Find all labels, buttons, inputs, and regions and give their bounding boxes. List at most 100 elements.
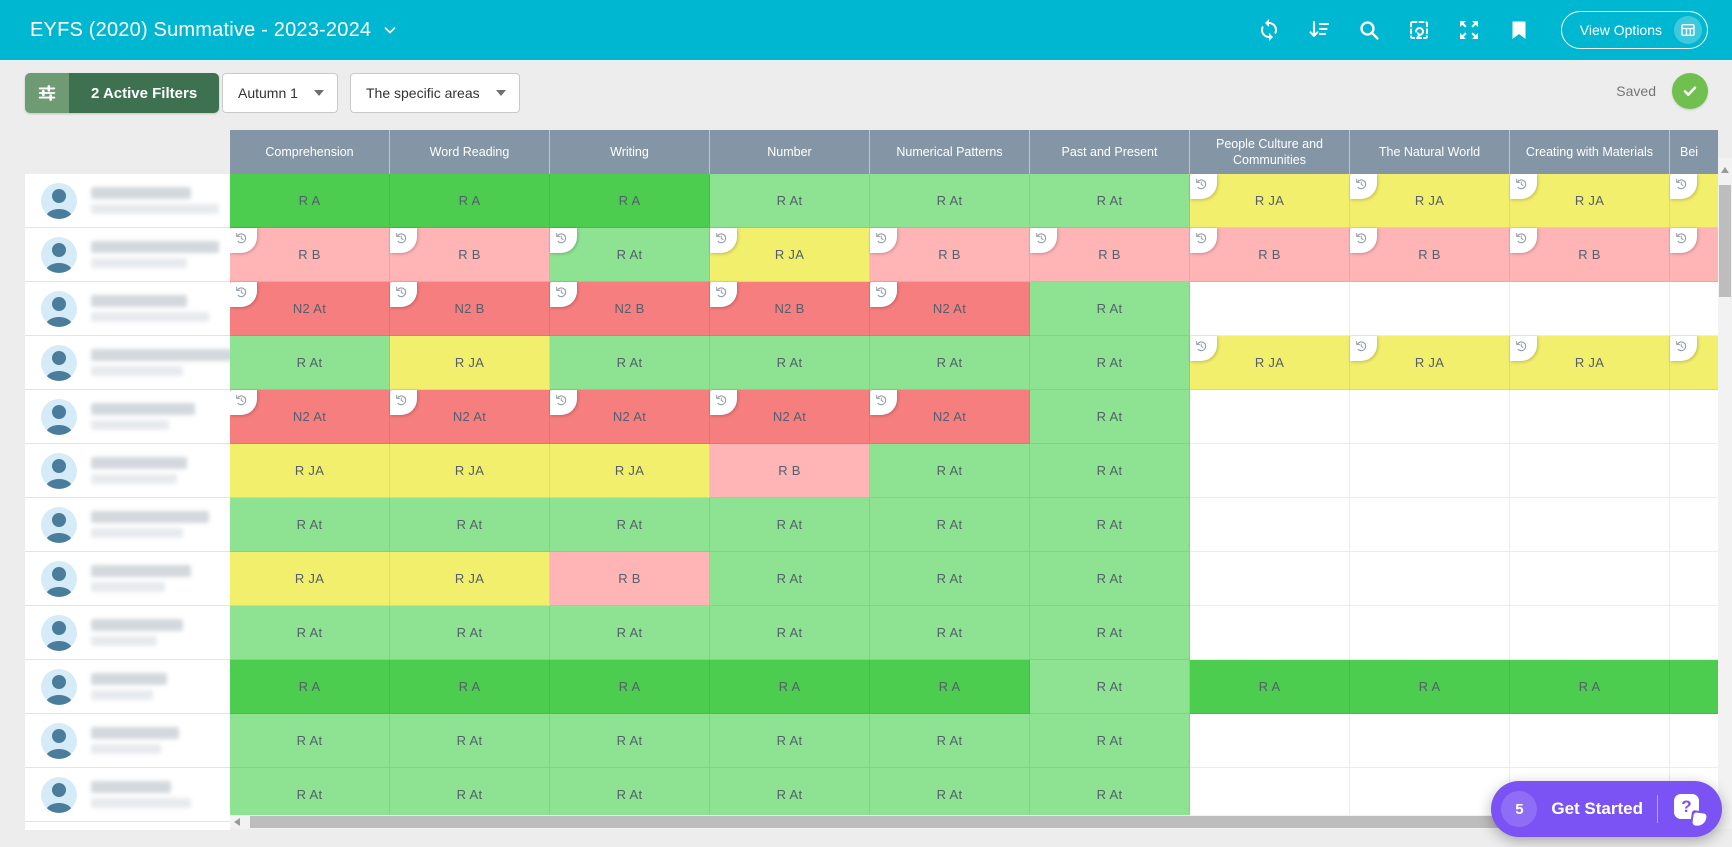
history-icon[interactable]: [1670, 336, 1697, 361]
grade-cell[interactable]: R A: [1350, 660, 1510, 714]
history-icon[interactable]: [1670, 174, 1697, 199]
grade-cell[interactable]: R A: [1190, 660, 1350, 714]
grade-cell[interactable]: R At: [1030, 714, 1190, 768]
report-title-dropdown[interactable]: EYFS (2020) Summative - 2023-2024: [30, 19, 399, 42]
history-icon[interactable]: [1030, 228, 1057, 253]
grade-cell[interactable]: R At: [390, 768, 550, 815]
column-header[interactable]: Comprehension: [230, 130, 390, 174]
grade-cell[interactable]: R At: [550, 768, 710, 815]
vertical-scrollbar[interactable]: [1718, 158, 1732, 829]
edit-grid-icon[interactable]: [1407, 18, 1431, 42]
grade-cell[interactable]: R At: [1030, 606, 1190, 660]
grade-cell[interactable]: [1350, 714, 1510, 768]
grade-cell[interactable]: R A: [390, 660, 550, 714]
grade-cell[interactable]: [1350, 444, 1510, 498]
view-options-button[interactable]: View Options: [1560, 11, 1708, 49]
grade-cell[interactable]: [1670, 606, 1718, 660]
grade-cell[interactable]: R At: [870, 552, 1030, 606]
history-icon[interactable]: [870, 282, 897, 307]
area-dropdown[interactable]: The specific areas: [350, 73, 520, 113]
grade-cell[interactable]: R At: [390, 714, 550, 768]
student-row[interactable]: [25, 174, 230, 228]
grade-cell[interactable]: [1350, 768, 1510, 815]
grade-cell[interactable]: [1350, 606, 1510, 660]
grade-cell[interactable]: [1510, 390, 1670, 444]
grade-cell[interactable]: R At: [230, 336, 390, 390]
grade-cell[interactable]: R At: [710, 714, 870, 768]
grade-cell[interactable]: R B: [710, 444, 870, 498]
grade-cell[interactable]: R JA: [230, 444, 390, 498]
grade-cell[interactable]: N2 At: [870, 282, 1030, 336]
grade-cell[interactable]: [1510, 444, 1670, 498]
student-row[interactable]: [25, 444, 230, 498]
scroll-left-arrow[interactable]: [234, 818, 240, 826]
grade-cell[interactable]: R At: [1030, 552, 1190, 606]
grade-cell[interactable]: [1670, 498, 1718, 552]
term-dropdown[interactable]: Autumn 1: [222, 73, 338, 113]
grade-cell[interactable]: [1190, 552, 1350, 606]
grade-cell[interactable]: R At: [870, 714, 1030, 768]
grade-cell[interactable]: R At: [390, 606, 550, 660]
grade-cell[interactable]: [1510, 498, 1670, 552]
grade-cell[interactable]: [1190, 498, 1350, 552]
history-icon[interactable]: [1510, 336, 1537, 361]
grade-cell[interactable]: [1350, 498, 1510, 552]
column-header[interactable]: Past and Present: [1030, 130, 1190, 174]
grade-cell[interactable]: R At: [870, 498, 1030, 552]
grade-cell[interactable]: [1670, 552, 1718, 606]
student-row[interactable]: [25, 390, 230, 444]
history-icon[interactable]: [1190, 174, 1217, 199]
grade-cell[interactable]: R A: [870, 660, 1030, 714]
history-icon[interactable]: [1350, 174, 1377, 199]
grade-cell[interactable]: R At: [1030, 660, 1190, 714]
history-icon[interactable]: [1670, 228, 1697, 253]
history-icon[interactable]: [1190, 336, 1217, 361]
grade-cell[interactable]: R A: [390, 174, 550, 228]
student-row[interactable]: [25, 282, 230, 336]
sort-icon[interactable]: [1307, 18, 1331, 42]
student-row[interactable]: [25, 606, 230, 660]
grade-cell[interactable]: R At: [710, 552, 870, 606]
column-header[interactable]: Numerical Patterns: [870, 130, 1030, 174]
history-icon[interactable]: [390, 282, 417, 307]
grade-cell[interactable]: R At: [710, 768, 870, 815]
horizontal-scroll-thumb[interactable]: [250, 816, 1546, 828]
history-icon[interactable]: [550, 228, 577, 253]
history-icon[interactable]: [550, 282, 577, 307]
grade-cell[interactable]: R JA: [710, 228, 870, 282]
grade-cell[interactable]: R At: [230, 714, 390, 768]
grade-cell[interactable]: R B: [230, 228, 390, 282]
grade-cell[interactable]: R B: [550, 552, 710, 606]
grade-cell[interactable]: R At: [550, 606, 710, 660]
grade-cell[interactable]: R At: [870, 768, 1030, 815]
grade-cell[interactable]: R At: [710, 174, 870, 228]
grade-cell[interactable]: N2 At: [390, 390, 550, 444]
history-icon[interactable]: [1510, 174, 1537, 199]
column-header[interactable]: Word Reading: [390, 130, 550, 174]
history-icon[interactable]: [870, 390, 897, 415]
grade-cell[interactable]: R JA: [1190, 174, 1350, 228]
history-icon[interactable]: [230, 228, 257, 253]
grade-cell[interactable]: [1190, 714, 1350, 768]
column-header[interactable]: Writing: [550, 130, 710, 174]
grade-cell[interactable]: [1670, 174, 1718, 228]
history-icon[interactable]: [1350, 336, 1377, 361]
grade-cell[interactable]: R At: [550, 714, 710, 768]
grade-cell[interactable]: R B: [1350, 228, 1510, 282]
grade-cell[interactable]: R At: [230, 768, 390, 815]
grade-cell[interactable]: R JA: [1350, 174, 1510, 228]
grade-cell[interactable]: [1190, 768, 1350, 815]
student-row[interactable]: [25, 768, 230, 822]
grade-cell[interactable]: R B: [870, 228, 1030, 282]
grade-cell[interactable]: [1510, 606, 1670, 660]
grade-cell[interactable]: [1350, 282, 1510, 336]
grade-cell[interactable]: R At: [710, 606, 870, 660]
history-icon[interactable]: [1190, 228, 1217, 253]
history-icon[interactable]: [230, 282, 257, 307]
active-filters-button[interactable]: 2 Active Filters: [25, 73, 220, 113]
grade-cell[interactable]: R JA: [230, 552, 390, 606]
grade-cell[interactable]: [1350, 552, 1510, 606]
grade-cell[interactable]: N2 At: [870, 390, 1030, 444]
grade-cell[interactable]: R JA: [390, 552, 550, 606]
student-row[interactable]: [25, 498, 230, 552]
